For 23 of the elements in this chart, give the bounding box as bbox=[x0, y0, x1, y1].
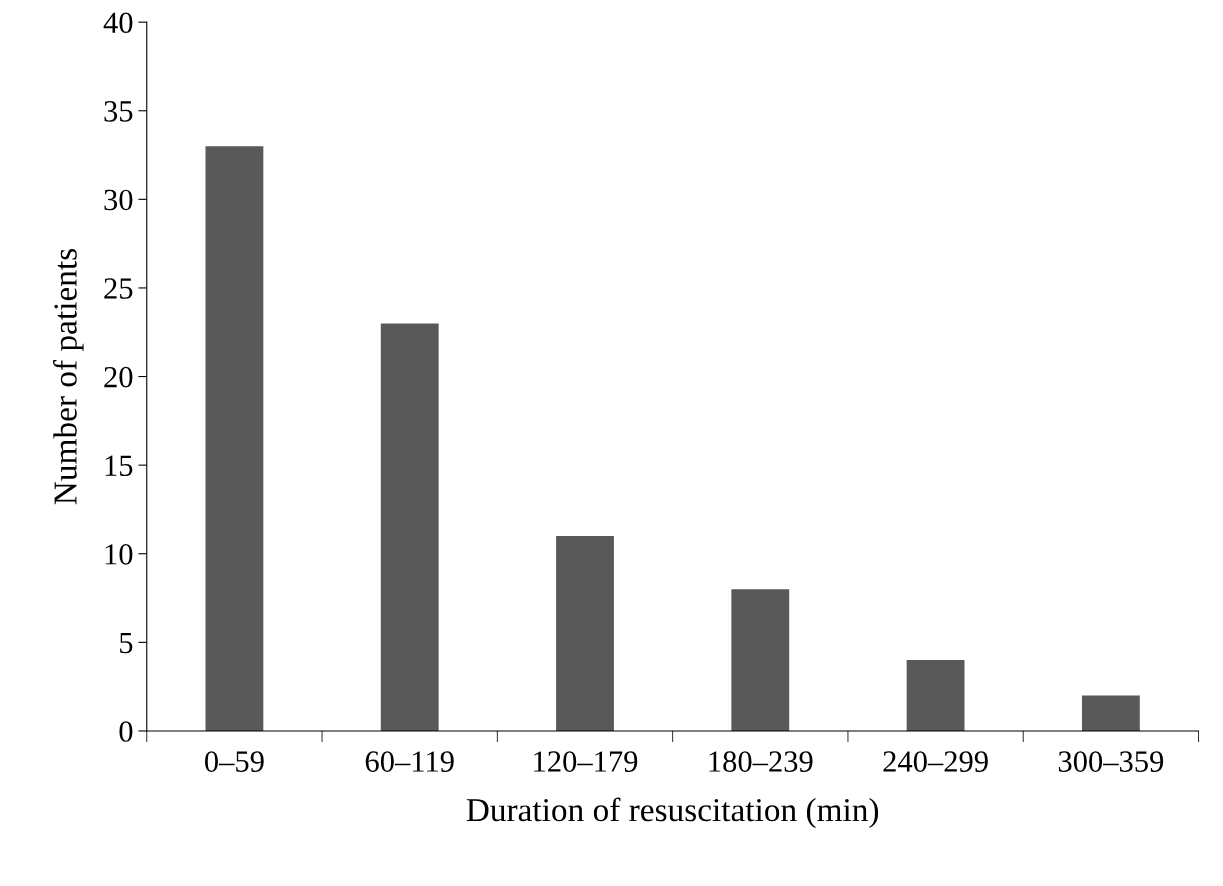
y-tick-label: 20 bbox=[104, 366, 133, 388]
y-tick-label: 30 bbox=[104, 189, 133, 211]
bar bbox=[1081, 695, 1140, 731]
x-tick-label: 60–119 bbox=[365, 751, 454, 772]
y-tick-label: 25 bbox=[104, 278, 133, 299]
y-tick-label: 10 bbox=[105, 544, 133, 565]
y-tick-label: 15 bbox=[105, 455, 133, 477]
bar bbox=[906, 660, 965, 731]
x-tick-label: 0–59 bbox=[205, 751, 264, 772]
x-tick-label: 120–179 bbox=[534, 751, 638, 772]
y-axis-title: Number of patients bbox=[53, 249, 84, 505]
x-axis-title: Duration of resuscitation (min) bbox=[466, 797, 879, 829]
bar bbox=[556, 536, 614, 731]
y-tick-label: 40 bbox=[103, 12, 133, 34]
bar bbox=[380, 323, 439, 731]
bar bbox=[205, 146, 264, 731]
bar bbox=[731, 589, 790, 731]
y-tick-label: 0 bbox=[119, 721, 133, 742]
x-tick-label: 180–239 bbox=[709, 751, 813, 772]
y-tick-label: 5 bbox=[120, 632, 133, 654]
x-tick-label: 300–359 bbox=[1058, 751, 1164, 772]
y-tick-label: 35 bbox=[104, 101, 133, 122]
x-tick-label: 240–299 bbox=[883, 751, 988, 772]
